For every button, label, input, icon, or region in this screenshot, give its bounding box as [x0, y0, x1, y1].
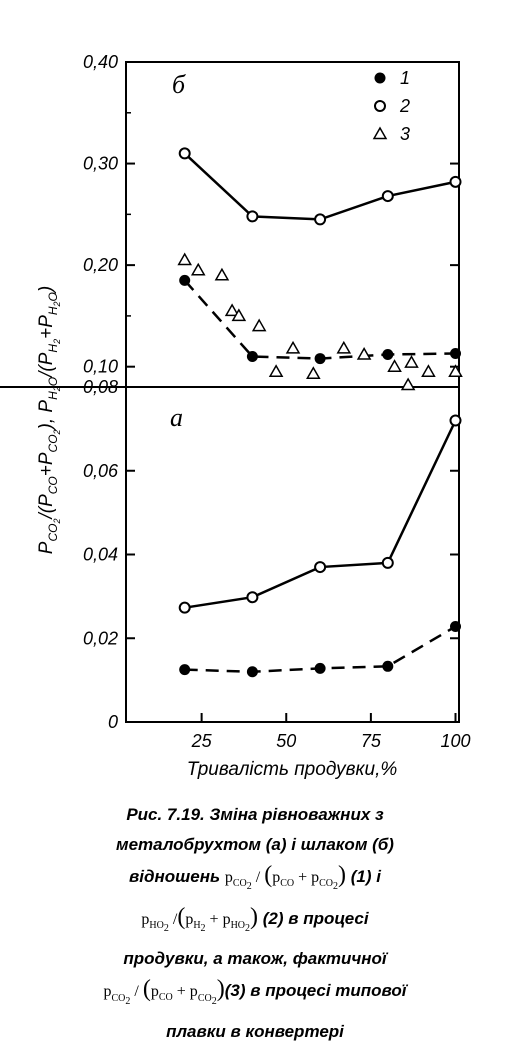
labels-layer: 0,40 0,30 0,20 0,100,08 0,06 0,04 0,02 0 25 50 75 1… — [83, 52, 471, 780]
x-tick-label: 50 — [276, 731, 296, 751]
legend-label-1: 1 — [400, 68, 410, 88]
caption-line-2: металобрухтом (а) і шлаком (б) — [116, 835, 394, 854]
marker-open-circle — [449, 414, 462, 427]
marker-open-circle — [381, 556, 394, 569]
marker-open-triangle — [224, 303, 240, 317]
marker-filled-circle — [382, 349, 394, 360]
marker-open-triangle — [400, 377, 416, 391]
y-tick-label: 0,10 — [83, 357, 118, 377]
x-tick-label: 100 — [440, 731, 470, 751]
marker-open-triangle — [356, 346, 372, 360]
marker-open-triangle — [372, 126, 388, 140]
marker-open-triangle — [448, 364, 463, 378]
series-layer — [177, 147, 463, 678]
x-tick-label: 75 — [361, 731, 382, 751]
series-2-line — [184, 419, 457, 609]
marker-open-circle — [381, 190, 394, 203]
marker-open-triangle — [404, 355, 419, 368]
y-tick-label: 0,30 — [83, 154, 118, 174]
axes-frame — [0, 61, 460, 723]
marker-open-circle — [449, 175, 462, 188]
marker-open-triangle — [268, 364, 284, 378]
marker-filled-circle — [382, 660, 394, 672]
marker-open-triangle — [336, 340, 352, 354]
figure-caption: Рис. 7.19. Зміна рівноважних з металобру… — [40, 800, 470, 1047]
marker-open-triangle — [285, 340, 301, 354]
caption-line-4: pHO2 /(pH2 + pHO2) (2) в процесі — [141, 904, 369, 935]
marker-open-triangle — [231, 308, 247, 322]
panel-label-b: б — [172, 70, 186, 99]
y-tick-label: 0,02 — [83, 628, 118, 648]
marker-filled-circle — [246, 351, 258, 363]
y-tick-label: 0 — [108, 712, 118, 732]
y-tick-label: 0,06 — [83, 461, 119, 481]
svg-text:PCO2/(PCO+PCO2), PH2O/(PH2+PH: PCO2/(PCO+PCO2), PH2O/(PH2+PH2O) — [36, 286, 62, 554]
marker-open-triangle — [306, 366, 321, 380]
y-axis-title: PCO2/(PCO+PCO2), PH2O/(PH2+PH2O) — [36, 286, 62, 554]
y-tick-label: 0,40 — [83, 52, 118, 72]
marker-open-triangle — [421, 364, 436, 378]
marker-open-circle — [314, 213, 327, 226]
marker-filled-circle — [450, 621, 461, 633]
caption-line-5: продувки, а також, фактичної — [123, 949, 387, 969]
marker-open-triangle — [387, 359, 402, 372]
legend-label-3: 3 — [400, 124, 410, 144]
marker-filled-circle — [374, 72, 386, 84]
caption-line-1: Рис. 7.19. Зміна рівноважних з — [126, 805, 384, 824]
y-tick-label: 0,04 — [83, 545, 118, 565]
y-tick-label: 0,08 — [83, 377, 118, 397]
marker-open-circle — [178, 147, 191, 160]
series-1-line — [183, 279, 456, 360]
marker-open-circle — [246, 210, 259, 223]
marker-filled-circle — [314, 662, 326, 674]
marker-open-circle — [178, 601, 191, 614]
marker-open-triangle — [177, 252, 192, 266]
legend-label-2: 2 — [399, 96, 410, 116]
series-2-line — [183, 152, 456, 221]
panel-label-a: а — [170, 403, 183, 432]
marker-open-triangle — [190, 262, 206, 276]
marker-open-circle — [314, 561, 327, 574]
x-axis-title: Тривалість продувки,% — [187, 759, 398, 780]
marker-filled-circle — [314, 353, 326, 365]
caption-line-6: pCO2 / (pCO + pCO2)(3) в процесі типової — [103, 976, 407, 1007]
chart-figure: 0,40 0,30 0,20 0,100,08 0,06 0,04 0,02 0 25 50 75 1… — [0, 52, 471, 780]
marker-filled-circle — [179, 664, 191, 676]
marker-open-triangle — [214, 267, 230, 281]
marker-open-triangle — [251, 318, 267, 332]
marker-open-circle — [246, 591, 259, 604]
marker-filled-circle — [179, 274, 191, 286]
plot-frame — [125, 61, 460, 723]
marker-filled-circle — [450, 347, 461, 359]
marker-open-circle — [374, 100, 386, 112]
marker-filled-circle — [246, 666, 258, 678]
caption-line-3: відношень pCO2 / (pCO + pCO2) (1) і — [129, 862, 381, 893]
caption-line-7: плавки в конвертері — [166, 1021, 344, 1041]
legend: 1 2 3 — [372, 68, 410, 144]
y-tick-label: 0,20 — [83, 255, 118, 275]
x-tick-label: 25 — [191, 731, 213, 751]
